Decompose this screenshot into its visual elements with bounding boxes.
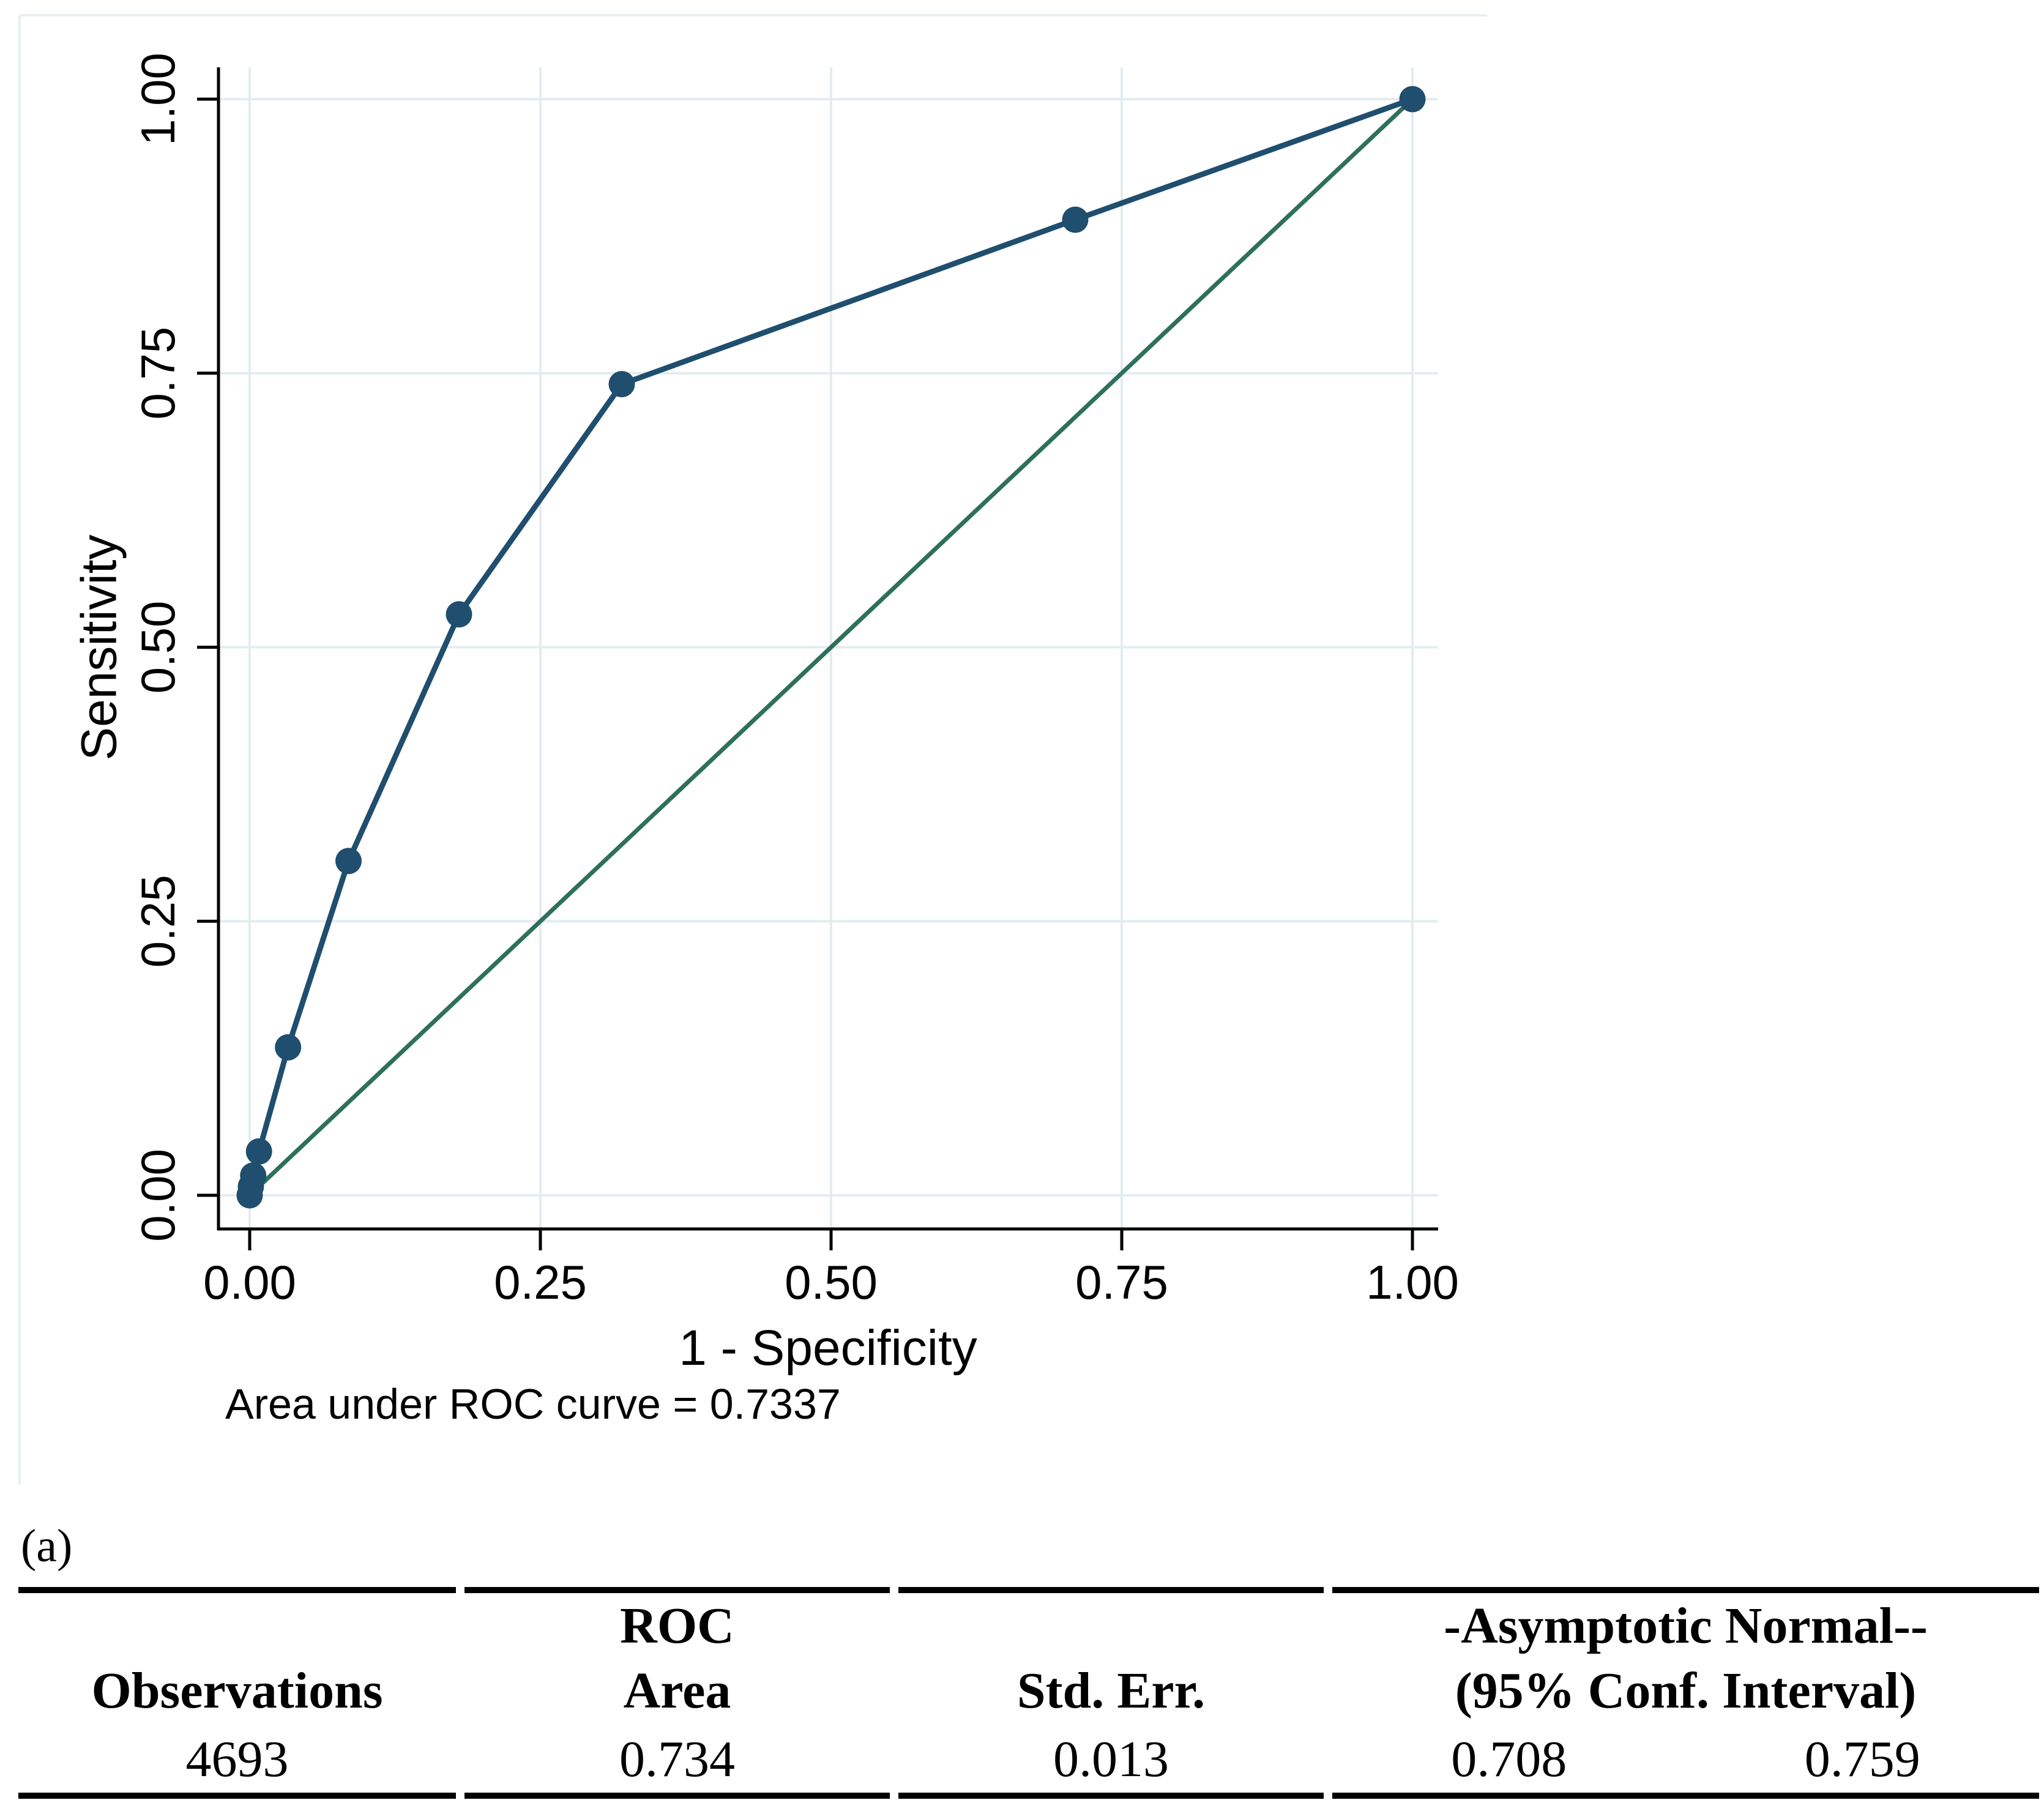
roc-curve-point <box>335 848 362 875</box>
reference-diagonal-line <box>247 97 1415 1198</box>
x-axis-title: 1 - Specificity <box>679 1320 977 1376</box>
y-tick-label: 0.00 <box>131 1149 185 1242</box>
x-tick-label: 0.75 <box>1075 1255 1168 1309</box>
table-value-ci-lower: 0.708 <box>1451 1731 1567 1788</box>
auc-annotation: Area under ROC curve = 0.7337 <box>225 1380 841 1428</box>
roc-curve-point <box>1399 86 1426 113</box>
table-header-observations: Observations <box>91 1662 383 1719</box>
x-tick-label: 1.00 <box>1366 1255 1459 1309</box>
roc-curve-point <box>245 1138 272 1165</box>
table-header-top-blank <box>898 1593 1324 1656</box>
y-axis-title: Sensitivity <box>72 534 127 760</box>
table-header-top-roc: ROC <box>620 1597 734 1654</box>
table-column-observations: Observations 4693 <box>18 1587 456 1799</box>
y-tick-label: 1.00 <box>131 53 185 146</box>
table-header-top <box>18 1593 456 1656</box>
roc-chart: 0.00 0.25 0.50 0.75 1.00 0.00 0.25 0.50 0.75 1.00… <box>18 14 1487 1485</box>
y-tick-label: 0.25 <box>131 875 185 968</box>
table-column-std-err: Std. Err. 0.013 <box>898 1587 1324 1799</box>
roc-curve-point <box>608 371 635 398</box>
roc-curve-point <box>1062 206 1089 233</box>
table-column-roc-area: ROC Area 0.734 <box>464 1587 890 1799</box>
x-tick-label: 0.50 <box>785 1255 878 1309</box>
table-header-area: Area <box>623 1662 731 1719</box>
table-value-std-err: 0.013 <box>1053 1731 1169 1788</box>
table-values-conf-interval: 0.708 0.759 <box>1332 1726 2039 1793</box>
roc-curve-point <box>446 601 472 628</box>
table-header-std-err: Std. Err. <box>1016 1662 1206 1719</box>
roc-curve-point <box>275 1034 302 1061</box>
y-tick-label: 0.50 <box>131 601 185 694</box>
roc-curve-point <box>240 1162 267 1189</box>
y-tick-label: 0.75 <box>131 327 185 420</box>
table-header-conf-interval: (95% Conf. Interval) <box>1455 1662 1917 1719</box>
table-value-observations: 4693 <box>185 1731 289 1788</box>
panel-label: (a) <box>21 1520 73 1572</box>
table-value-roc-area: 0.734 <box>619 1731 735 1788</box>
table-value-ci-upper: 0.759 <box>1804 1731 1920 1788</box>
table-header-asymptotic-normal: -Asymptotic Normal-- <box>1444 1597 1928 1654</box>
x-tick-label: 0.25 <box>494 1255 587 1309</box>
roc-summary-table: Observations 4693 ROC Area 0.734 Std. Er… <box>18 1587 2039 1799</box>
x-tick-label: 0.00 <box>203 1255 296 1309</box>
table-column-conf-interval: -Asymptotic Normal-- (95% Conf. Interval… <box>1332 1587 2039 1799</box>
